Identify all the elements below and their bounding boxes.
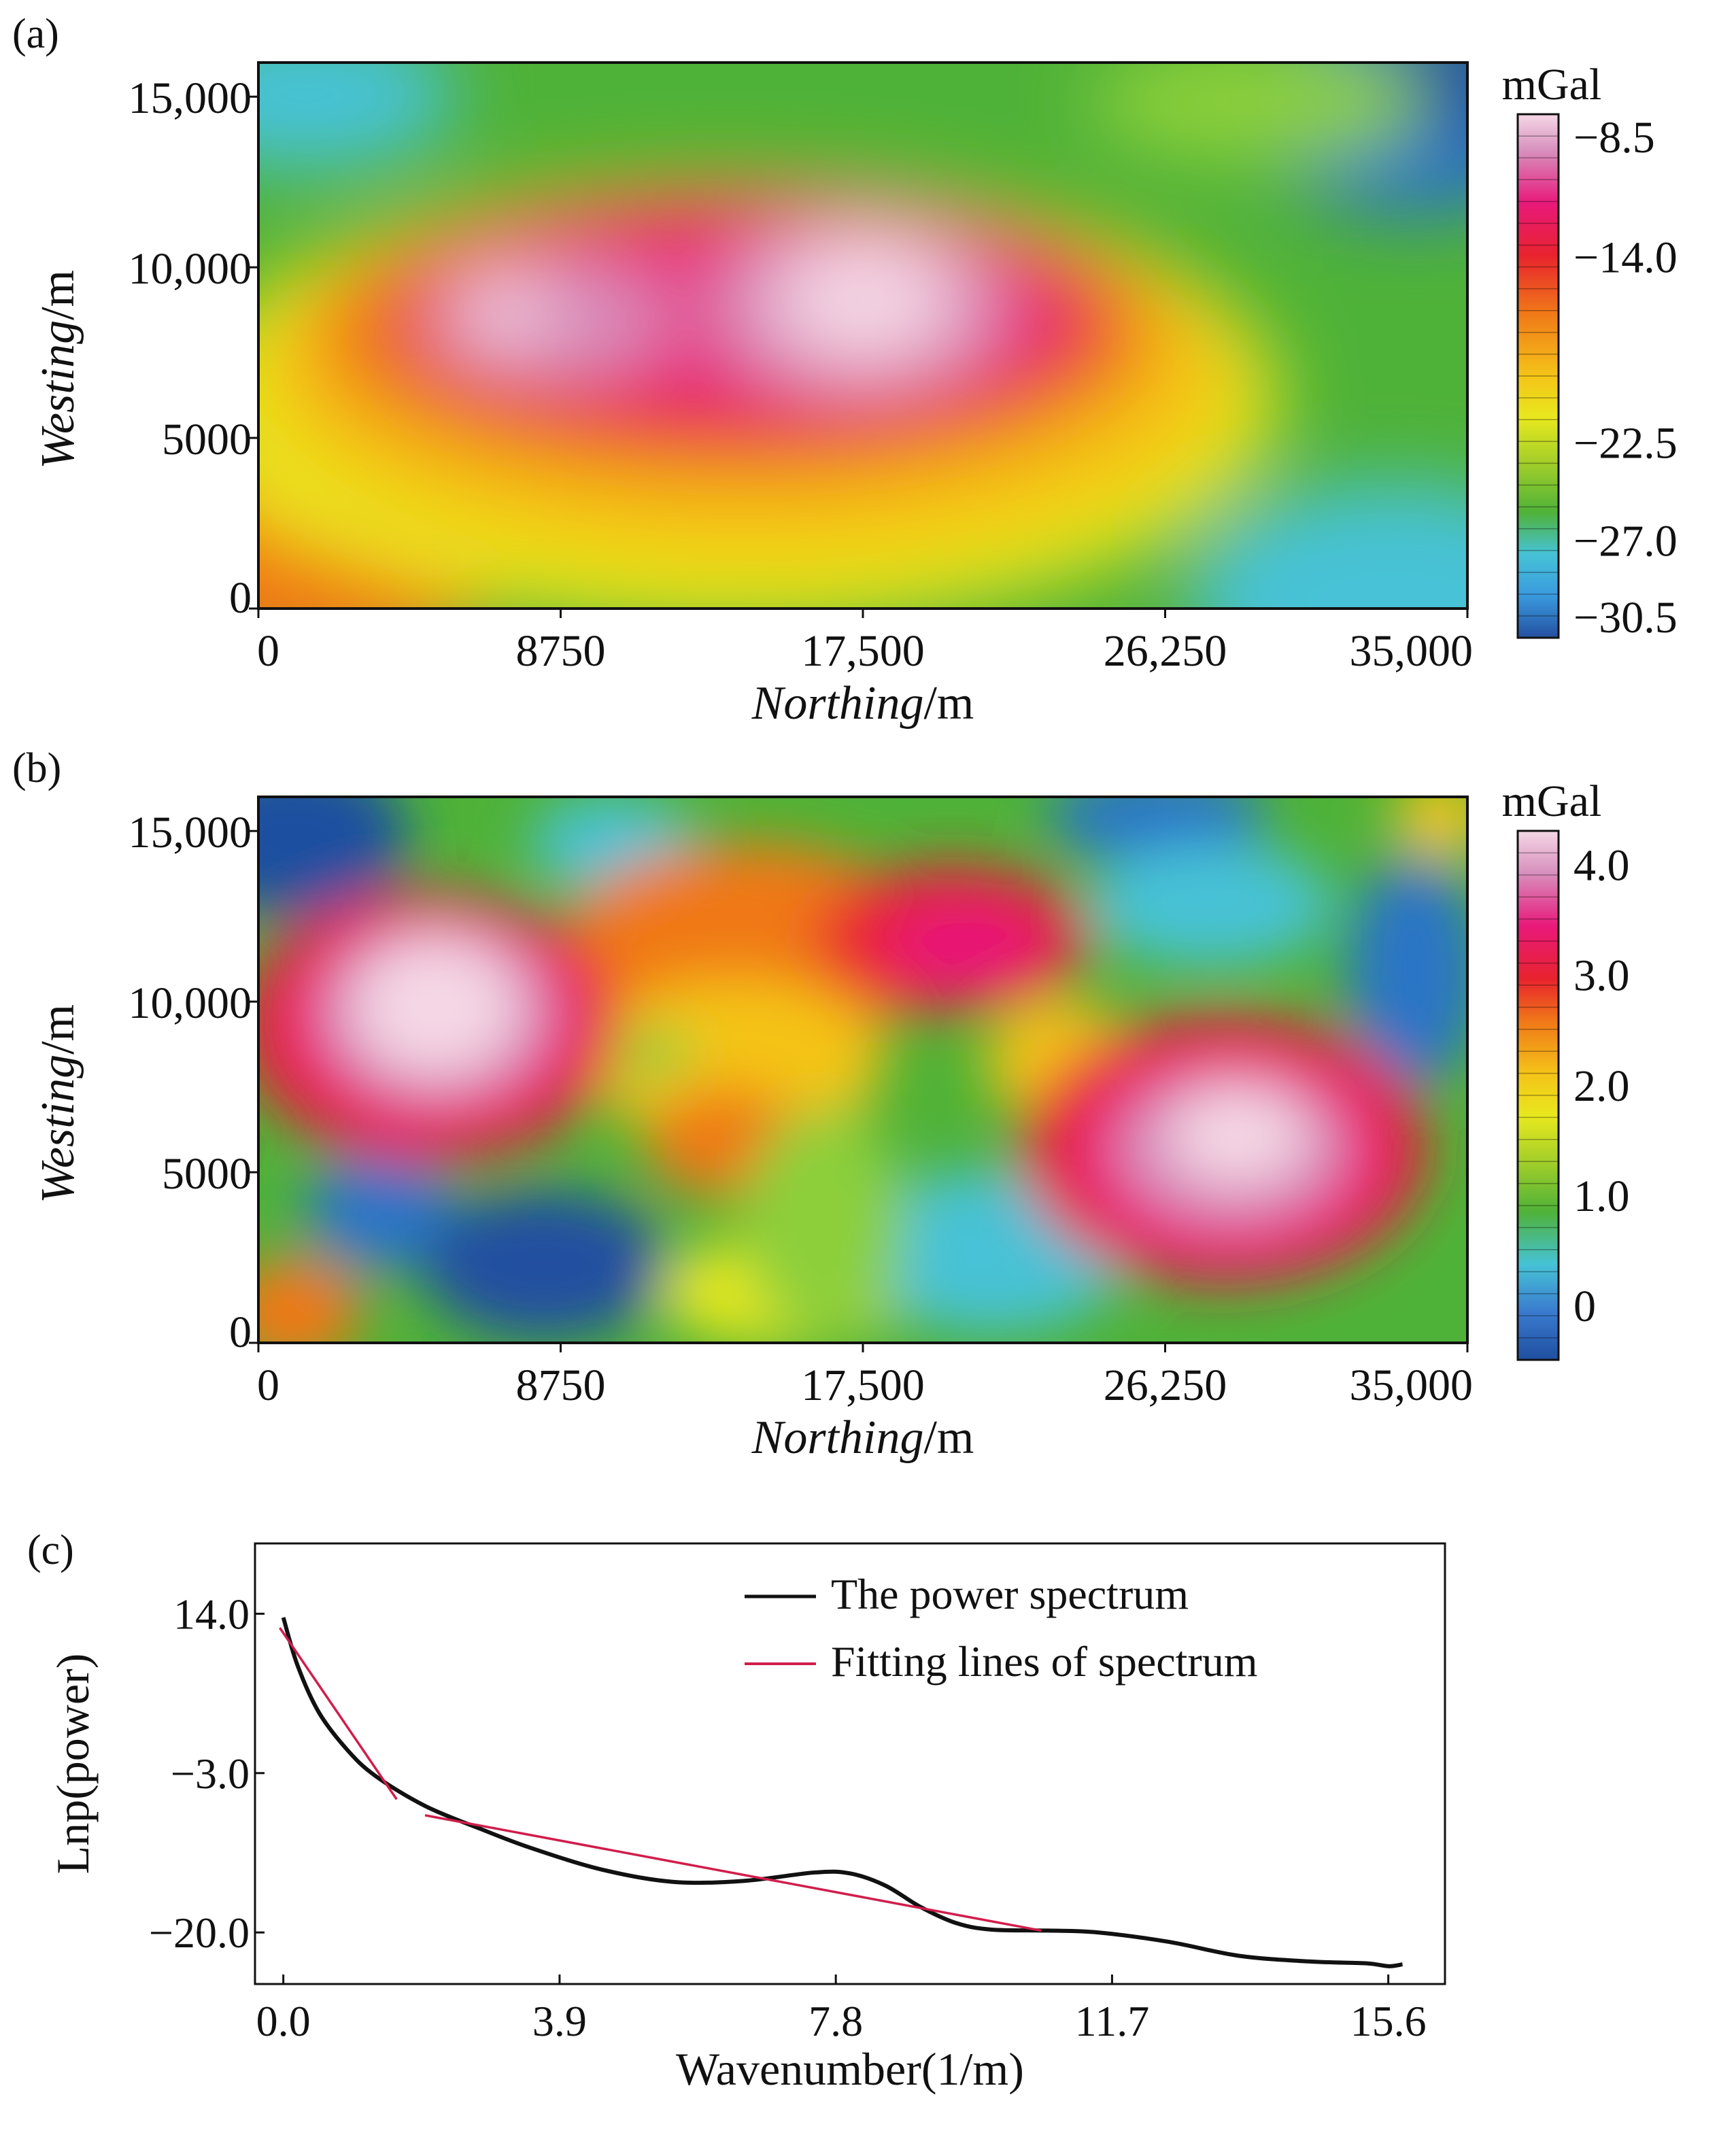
y-tick-label: 5000 <box>162 415 252 464</box>
y-tick-label: 15,000 <box>129 808 252 857</box>
power-spectrum-line <box>281 1617 1403 1968</box>
y-tick-label: 0 <box>229 1307 252 1357</box>
colorbar-unit: mGal <box>1502 776 1602 826</box>
x-tick-label: 0.0 <box>256 1997 311 2045</box>
x-tick-label: 8750 <box>516 626 606 676</box>
y-tick-label: −20.0 <box>149 1909 250 1957</box>
colorbar-tick-label: −27.0 <box>1573 517 1678 566</box>
x-tick-label: 3.9 <box>532 1997 587 2045</box>
x-tick-label: 7.8 <box>809 1997 863 2045</box>
panel-b-colorbar: mGal 4.0 3.0 2.0 1.0 0 <box>1502 776 1630 1361</box>
colorbar-tick-label: −22.5 <box>1573 418 1678 468</box>
y-tick-label: −3.0 <box>171 1749 250 1798</box>
colorbar-tick-label: 2.0 <box>1573 1061 1630 1111</box>
y-tick-label: 15,000 <box>129 73 252 123</box>
colorbar-tick-label: 4.0 <box>1573 841 1630 891</box>
x-axis-title: Wavenumber(1/m) <box>676 2043 1024 2095</box>
panel-c-frame <box>254 1542 1446 1985</box>
panel-c: (c) 0.0 3.9 7.8 11.7 15.6 14.0 −3.0 −20.0 Wavenu… <box>27 1527 1446 2095</box>
panel-c-axes: 0.0 3.9 7.8 11.7 15.6 14.0 −3.0 −20.0 Wavenumber… <box>47 1590 1427 2095</box>
colorbar-tick-label: −30.5 <box>1573 593 1678 643</box>
colorbar-tick-label: 0 <box>1573 1282 1596 1331</box>
legend-label-fitting-lines: Fitting lines of spectrum <box>831 1637 1258 1686</box>
panel-b-label: (b) <box>12 745 61 791</box>
colorbar-scale <box>1516 830 1560 1361</box>
colorbar-tick-label: 3.0 <box>1573 951 1630 1001</box>
x-tick-label: 15.6 <box>1350 1997 1427 2045</box>
fitting-line-segment-2 <box>424 1814 1042 1932</box>
panel-b-axes: 0 8750 17,500 26,250 35,000 0 5000 10,000 15,000… <box>32 808 1473 1464</box>
panel-a-field <box>258 63 1467 609</box>
x-tick-label: 35,000 <box>1350 1361 1474 1410</box>
colorbar-unit: mGal <box>1502 60 1602 109</box>
legend-label-power-spectrum: The power spectrum <box>831 1570 1189 1618</box>
x-tick-label: 17,500 <box>801 1361 925 1410</box>
x-tick-label: 11.7 <box>1075 1997 1150 2045</box>
x-tick-label: 26,250 <box>1104 626 1227 676</box>
panel-c-lines <box>279 1617 1403 1968</box>
panel-c-label: (c) <box>27 1527 74 1573</box>
x-axis-title: Northing/m <box>751 677 974 730</box>
fitting-line-segment-1 <box>279 1627 398 1800</box>
x-tick-label: 8750 <box>516 1361 606 1410</box>
x-tick-label: 35,000 <box>1350 626 1474 676</box>
y-axis-title: Westing/m <box>32 1004 84 1203</box>
panel-b-field <box>258 797 1467 1343</box>
y-axis-title: Westing/m <box>32 270 84 469</box>
colorbar-tick-label: −8.5 <box>1573 113 1655 163</box>
x-tick-label: 17,500 <box>801 626 925 676</box>
panel-c-legend: The power spectrum Fitting lines of spec… <box>745 1570 1258 1686</box>
colorbar-tick-label: −14.0 <box>1573 233 1678 283</box>
panel-a: (a) 0 8750 17,500 2 <box>12 11 1678 730</box>
colorbar-scale <box>1516 113 1560 639</box>
y-tick-label: 10,000 <box>129 244 252 294</box>
x-tick-label: 26,250 <box>1104 1361 1227 1410</box>
panel-a-colorbar: mGal−8.5 −14.0 −22.5 −27.0 −30.5 <box>1502 60 1678 643</box>
colorbar-tick-label: 1.0 <box>1573 1172 1630 1221</box>
y-tick-label: 0 <box>229 573 252 623</box>
y-tick-label: 14.0 <box>173 1590 250 1638</box>
x-tick-label: 0 <box>257 1361 279 1410</box>
x-axis-title: Northing/m <box>751 1412 974 1464</box>
y-axis-title: Lnp(power) <box>47 1654 99 1875</box>
y-tick-label: 5000 <box>162 1149 252 1199</box>
panel-a-label: (a) <box>12 11 59 57</box>
x-tick-label: 0 <box>257 626 279 676</box>
y-tick-label: 10,000 <box>129 978 252 1028</box>
panel-b: (b) <box>12 745 1630 1464</box>
panel-a-axes: 0 8750 17,500 26,250 35,000 0 5000 10,000 15,000… <box>32 73 1473 730</box>
